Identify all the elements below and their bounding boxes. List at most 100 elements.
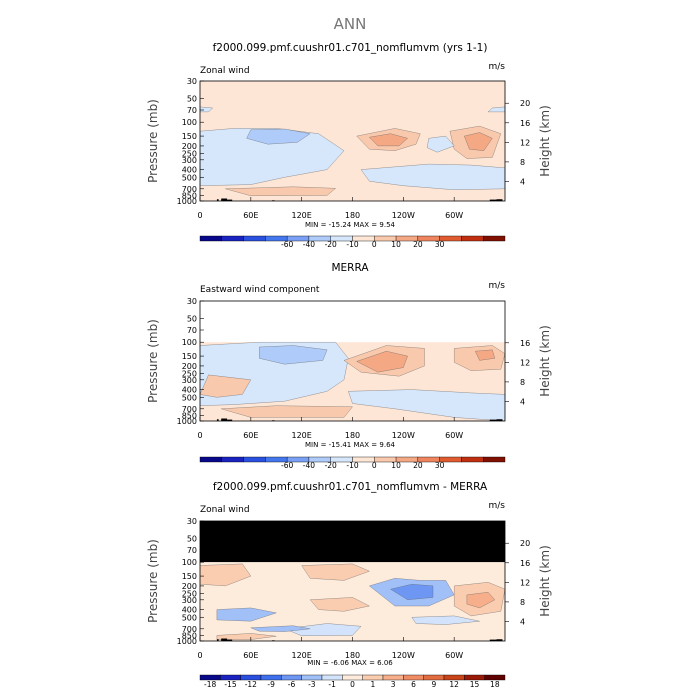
lon-tick-label: 0 — [197, 651, 202, 660]
lon-tick-label: 180 — [345, 651, 360, 660]
negative-core — [259, 345, 328, 365]
lon-tick-label: 0 — [197, 431, 202, 440]
pressure-tick-label: 850 — [182, 411, 197, 420]
pressure-tick-label: 300 — [182, 156, 197, 165]
pressure-tick-label: 1000 — [177, 417, 197, 426]
colorbar-label: -1 — [328, 680, 336, 689]
pressure-tick-label: 250 — [182, 150, 197, 159]
panel-units: m/s — [489, 281, 506, 291]
colorbar-swatch — [199, 456, 222, 463]
diff-negative-a — [216, 607, 277, 622]
pressure-tick-label: 250 — [182, 370, 197, 379]
pressure-tick-label: 200 — [182, 362, 197, 371]
colorbar-swatch — [461, 235, 484, 242]
pressure-tick-label: 70 — [187, 326, 197, 335]
colorbar-label: -15 — [224, 680, 236, 689]
diff-negative-e — [411, 615, 480, 625]
pressure-tick-label: 700 — [182, 405, 197, 414]
field — [200, 521, 505, 641]
pressure-axis-title: Pressure (mb) — [146, 539, 160, 623]
topography — [227, 639, 233, 641]
lon-tick-label: 60W — [445, 431, 463, 440]
pressure-tick-label: 1000 — [177, 197, 197, 206]
colorbar-label: 10 — [391, 461, 401, 470]
pressure-tick-label: 300 — [182, 376, 197, 385]
positive-jet-core — [369, 133, 408, 147]
pressure-tick-label: 70 — [187, 546, 197, 555]
panel-title: MERRA — [331, 262, 369, 274]
colorbar-label: -9 — [267, 680, 275, 689]
colorbar-label: 0 — [372, 461, 377, 470]
colorbar-swatch — [461, 456, 484, 463]
pressure-tick-label: 100 — [182, 558, 197, 567]
height-axis-title: Height (km) — [538, 325, 552, 396]
page-title: ANN — [334, 15, 367, 33]
topography — [496, 199, 503, 201]
lon-tick-label: 120W — [392, 651, 415, 660]
diff-negative-b — [284, 623, 362, 636]
pressure-tick-label: 200 — [182, 142, 197, 151]
topography — [216, 199, 219, 201]
colorbar-label: -20 — [325, 240, 337, 249]
panel-variable-label: Zonal wind — [200, 66, 250, 76]
height-tick-label: 4 — [520, 397, 525, 406]
pressure-tick-label: 400 — [182, 386, 197, 395]
pressure-tick-label: 150 — [182, 132, 197, 141]
colorbar-label: 15 — [470, 680, 480, 689]
negative-region — [200, 128, 345, 186]
colorbar-swatch — [199, 235, 222, 242]
height-tick-label: 20 — [520, 99, 530, 108]
pressure-tick-label: 850 — [182, 631, 197, 640]
topography — [496, 419, 503, 421]
diff-positive-d — [309, 597, 370, 612]
pressure-tick-label: 400 — [182, 166, 197, 175]
panel-variable-label: Zonal wind — [200, 505, 250, 515]
lon-tick-label: 60W — [445, 651, 463, 660]
colorbar-swatch — [243, 235, 266, 242]
pressure-tick-label: 500 — [182, 393, 197, 402]
colorbar-label: 18 — [490, 680, 500, 689]
height-tick-label: 16 — [520, 119, 530, 128]
diff-positive-b — [301, 563, 370, 581]
colorbar-label: -40 — [303, 461, 315, 470]
colorbar-label: 20 — [413, 240, 423, 249]
pressure-axis-title: Pressure (mb) — [146, 99, 160, 183]
diff-positive-a — [200, 563, 252, 587]
topography — [227, 419, 233, 421]
positive-jet-sh-core — [464, 132, 493, 151]
pressure-tick-label: 700 — [182, 185, 197, 194]
colorbar-swatch — [483, 235, 506, 242]
field — [200, 81, 505, 201]
colorbar-label: -10 — [346, 240, 358, 249]
height-tick-label: 8 — [520, 378, 525, 387]
panel-stats: MIN = -6.06 MAX = 6.06 — [307, 659, 393, 667]
height-axis-title: Height (km) — [538, 105, 552, 176]
lon-tick-label: 60W — [445, 211, 463, 220]
diff-positive-core — [466, 592, 496, 609]
panel-title: f2000.099.pmf.cuushr01.c701_nomflumvm (y… — [213, 42, 488, 54]
pressure-tick-label: 850 — [182, 191, 197, 200]
colorbar-label: 30 — [435, 240, 445, 249]
height-tick-label: 16 — [520, 559, 530, 568]
field — [200, 342, 505, 421]
height-tick-label: 8 — [520, 158, 525, 167]
pressure-tick-label: 70 — [187, 106, 197, 115]
height-axis-title: Height (km) — [538, 545, 552, 616]
colorbar-swatch — [483, 456, 506, 463]
colorbar-label: -60 — [281, 461, 293, 470]
pressure-tick-label: 100 — [182, 338, 197, 347]
topography — [489, 419, 497, 421]
height-tick-label: 16 — [520, 339, 530, 348]
pressure-tick-label: 400 — [182, 606, 197, 615]
lon-tick-label: 180 — [345, 431, 360, 440]
panel-units: m/s — [489, 501, 506, 511]
pressure-tick-label: 50 — [187, 94, 197, 103]
colorbar-label: 10 — [391, 240, 401, 249]
colorbar-label: 3 — [391, 680, 396, 689]
positive-lowlevel — [221, 405, 353, 418]
colorbar-label: 1 — [370, 680, 375, 689]
lon-tick-label: 180 — [345, 211, 360, 220]
height-tick-label: 8 — [520, 598, 525, 607]
panel-title: f2000.099.pmf.cuushr01.c701_nomflumvm - … — [213, 481, 488, 493]
